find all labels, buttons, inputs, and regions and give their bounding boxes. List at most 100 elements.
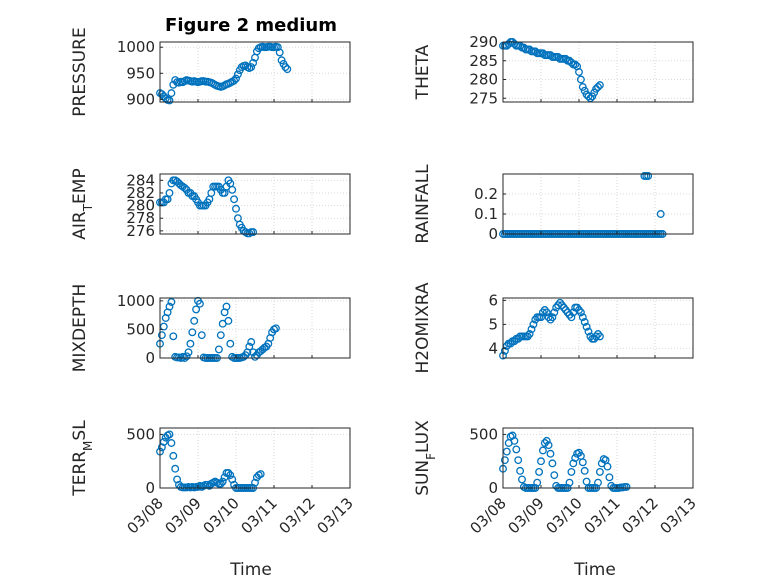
data-point xyxy=(644,172,653,180)
data-point xyxy=(165,430,174,439)
y-tick-label: 280 xyxy=(469,71,498,89)
x-axis-label-right: Time xyxy=(573,560,616,580)
data-point xyxy=(544,441,553,450)
data-point xyxy=(157,331,166,340)
data-point xyxy=(245,229,254,238)
data-point xyxy=(578,313,587,322)
data-point xyxy=(514,456,523,465)
y-tick-label: 500 xyxy=(469,425,498,443)
data-point xyxy=(239,352,248,361)
axes-box xyxy=(159,173,351,235)
data-point xyxy=(571,60,580,69)
data-point xyxy=(167,298,176,306)
data-point xyxy=(542,436,551,445)
data-point xyxy=(622,482,631,491)
axes-box xyxy=(159,41,351,103)
data-point xyxy=(251,352,259,361)
y-tick-label: 280 xyxy=(126,197,155,215)
data-point xyxy=(230,76,239,85)
series-markers xyxy=(156,176,258,238)
data-point xyxy=(582,477,591,486)
y-tick-label: 284 xyxy=(126,171,155,189)
data-point xyxy=(546,449,555,458)
y-tick-label: 0 xyxy=(488,225,498,243)
data-point xyxy=(595,467,604,476)
x-tick-label: 03/10 xyxy=(200,494,243,537)
y-tick-label: 0.2 xyxy=(474,185,498,203)
data-point xyxy=(180,183,189,192)
axes-box xyxy=(502,41,694,103)
data-point xyxy=(182,352,191,361)
y-tick-label: 278 xyxy=(126,209,155,227)
x-tick-label: 03/08 xyxy=(124,494,167,537)
data-point xyxy=(576,75,585,84)
data-point xyxy=(249,58,258,67)
y-tick-label: 1000 xyxy=(117,292,155,310)
y-tick-label: 1000 xyxy=(117,38,155,56)
y-tick-label: 500 xyxy=(126,425,155,443)
data-point xyxy=(605,473,614,482)
y-axis-label: SUNFLUX xyxy=(413,420,438,496)
data-point xyxy=(525,330,534,338)
data-point xyxy=(533,478,542,487)
data-point xyxy=(550,308,559,317)
data-point xyxy=(232,204,240,213)
data-point xyxy=(228,185,237,194)
y-tick-label: 0 xyxy=(488,479,498,497)
data-point xyxy=(190,316,199,325)
x-axis-label-left: Time xyxy=(229,560,272,580)
data-point xyxy=(233,70,242,79)
data-point xyxy=(569,459,578,468)
x-tick-label: 03/12 xyxy=(619,494,662,537)
data-point xyxy=(230,195,239,204)
data-point xyxy=(500,346,509,355)
data-point xyxy=(582,322,591,331)
data-point xyxy=(578,458,587,467)
subplot-row3-left: 0 500 1000 MIXDEPTH xyxy=(70,284,351,372)
series-markers xyxy=(499,298,604,360)
data-point xyxy=(594,83,602,91)
data-point xyxy=(159,322,168,331)
y-tick-label: 500 xyxy=(126,320,155,338)
figure-title: Figure 2 medium xyxy=(165,15,337,36)
x-tick-label: 03/13 xyxy=(657,494,700,537)
series-markers xyxy=(499,38,604,103)
y-axis-label: RAINFALL xyxy=(413,164,433,244)
data-point xyxy=(247,338,256,346)
data-point xyxy=(169,332,178,341)
axes-box xyxy=(502,427,694,489)
data-point xyxy=(216,331,225,340)
data-point xyxy=(165,302,174,311)
y-tick-label: 950 xyxy=(126,64,155,82)
series-markers xyxy=(499,431,631,492)
data-point xyxy=(538,446,547,455)
y-tick-label: 285 xyxy=(469,52,498,70)
data-point xyxy=(500,456,509,465)
y-axis-label: AIRTEMP xyxy=(70,168,95,239)
data-point xyxy=(281,63,290,71)
y-tick-label: 282 xyxy=(126,184,155,202)
data-point xyxy=(527,325,536,334)
data-point xyxy=(241,228,250,237)
data-point xyxy=(575,68,583,76)
y-tick-label: 5 xyxy=(488,315,498,333)
data-point xyxy=(173,475,182,484)
data-point xyxy=(165,96,174,105)
y-tick-label: 4 xyxy=(488,339,498,357)
data-point xyxy=(508,431,517,440)
data-point xyxy=(228,475,237,484)
data-point xyxy=(249,228,258,237)
data-point xyxy=(504,39,513,48)
data-point xyxy=(584,92,593,101)
data-point xyxy=(576,308,585,317)
data-point xyxy=(512,445,521,454)
data-point xyxy=(580,318,589,326)
data-point xyxy=(247,63,256,71)
data-point xyxy=(273,43,282,52)
data-point xyxy=(603,462,612,471)
data-point xyxy=(165,188,174,197)
